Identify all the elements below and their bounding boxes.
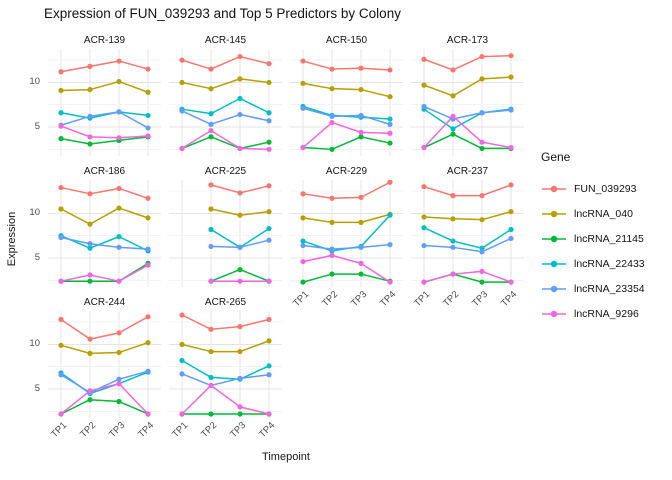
facet-ACR-150: ACR-150 <box>286 34 407 165</box>
facet-ACR-225: ACR-225 <box>165 165 286 296</box>
x-tick-label: TP1 <box>411 289 432 310</box>
legend-key-icon <box>542 210 566 217</box>
legend-item-lncRNA_21145: lncRNA_21145 <box>541 226 645 251</box>
facet-strip: ACR-173 <box>446 35 489 46</box>
x-tick-label: TP2 <box>198 420 219 441</box>
facet-plot-svg <box>169 311 282 418</box>
facet-strip: ACR-237 <box>446 166 489 177</box>
facet-ACR-229: ACR-229 TP1 TP2 TP3 TP4 <box>286 165 407 309</box>
y-tick-label: 5 <box>34 252 40 264</box>
legend-key-icon <box>542 235 566 242</box>
facet-strip: ACR-139 <box>83 35 126 46</box>
x-tick-label: TP2 <box>440 289 461 310</box>
facet-plot-svg <box>411 180 524 287</box>
x-tick-label: TP4 <box>135 420 156 441</box>
x-tick-label: TP1 <box>290 289 311 310</box>
x-tick-label: TP3 <box>469 289 490 310</box>
facet-ACR-139: ACR-139 <box>44 34 165 165</box>
facet-strip: ACR-150 <box>325 35 368 46</box>
x-tick-label: TP3 <box>106 420 127 441</box>
x-tick-label: TP4 <box>256 420 277 441</box>
facet-grid: ACR-139 ACR-145 ACR-150 ACR-173 ACR-186 ACR-2… <box>44 34 528 440</box>
legend-key-icon <box>542 260 566 267</box>
facet-ACR-244: ACR-244 TP1 TP2 TP3 TP4 <box>44 296 165 440</box>
facet-ACR-173: ACR-173 <box>407 34 528 165</box>
facet-plot-svg <box>411 49 524 156</box>
y-tick-label: 10 <box>29 76 40 88</box>
legend-item-lncRNA_23354: lncRNA_23354 <box>541 276 645 301</box>
legend-item-label: lncRNA_040 <box>574 207 633 220</box>
facet-plot-svg <box>48 180 161 287</box>
x-tick-label: TP1 <box>169 420 190 441</box>
y-tick-label: 5 <box>34 383 40 395</box>
legend-item-lncRNA_22433: lncRNA_22433 <box>541 251 645 276</box>
y-tick-label: 5 <box>34 121 40 133</box>
facet-strip: ACR-225 <box>204 166 247 177</box>
legend-item-label: lncRNA_9296 <box>574 307 639 320</box>
y-tick-label: 10 <box>29 207 40 219</box>
x-tick-label: TP2 <box>319 289 340 310</box>
facet-plot-svg <box>169 49 282 156</box>
legend-item-lncRNA_9296: lncRNA_9296 <box>541 301 645 326</box>
y-tick-label: 10 <box>29 338 40 350</box>
facet-plot-svg <box>290 49 403 156</box>
facet-ACR-186: ACR-186 <box>44 165 165 296</box>
facet-strip: ACR-229 <box>325 166 368 177</box>
x-axis-tick-labels: TP1 TP2 TP3 TP4 <box>48 420 161 446</box>
facet-plot-svg <box>290 180 403 287</box>
legend-key-icon <box>542 185 566 192</box>
legend-item-lncRNA_040: lncRNA_040 <box>541 201 645 226</box>
legend-item-label: lncRNA_21145 <box>574 232 644 245</box>
legend-item-FUN_039293: FUN_039293 <box>541 176 645 201</box>
y-axis-title: Expression <box>6 211 18 267</box>
legend-title: Gene <box>541 150 571 164</box>
x-tick-label: TP2 <box>77 420 98 441</box>
facet-plot-svg <box>48 311 161 418</box>
facet-strip: ACR-145 <box>204 35 247 46</box>
facet-plot-svg <box>169 180 282 287</box>
legend-item-label: FUN_039293 <box>574 182 637 195</box>
facet-ACR-265: ACR-265 TP1 TP2 TP3 TP4 <box>165 296 286 440</box>
legend-item-label: lncRNA_23354 <box>574 282 645 295</box>
facet-strip: ACR-244 <box>83 297 126 308</box>
facet-ACR-145: ACR-145 <box>165 34 286 165</box>
x-tick-label: TP4 <box>377 289 398 310</box>
x-axis-tick-labels: TP1 TP2 TP3 TP4 <box>290 289 403 315</box>
legend-item-label: lncRNA_22433 <box>574 257 645 270</box>
chart-title: Expression of FUN_039293 and Top 5 Predi… <box>44 6 401 21</box>
x-axis-tick-labels: TP1 TP2 TP3 TP4 <box>169 420 282 446</box>
facet-ACR-237: ACR-237 TP1 TP2 TP3 TP4 <box>407 165 528 309</box>
x-tick-label: TP3 <box>348 289 369 310</box>
facet-strip: ACR-186 <box>83 166 126 177</box>
legend-key-icon <box>542 310 566 317</box>
x-tick-label: TP4 <box>498 289 519 310</box>
x-tick-label: TP1 <box>48 420 69 441</box>
x-tick-label: TP3 <box>227 420 248 441</box>
legend-key-icon <box>542 285 566 292</box>
facet-plot-svg <box>48 49 161 156</box>
x-axis-title: Timepoint <box>262 451 310 463</box>
x-axis-tick-labels: TP1 TP2 TP3 TP4 <box>411 289 524 315</box>
facet-strip: ACR-265 <box>204 297 247 308</box>
